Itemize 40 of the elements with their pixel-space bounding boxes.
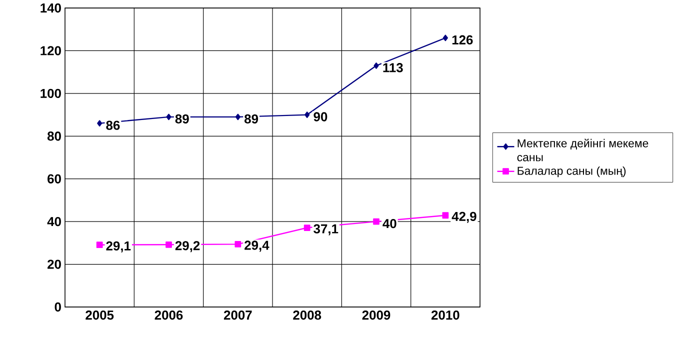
data-label: 29,1 xyxy=(106,241,131,252)
point xyxy=(166,241,172,248)
data-label: 29,2 xyxy=(175,241,200,252)
point xyxy=(373,218,380,225)
point xyxy=(96,242,103,248)
y-tick-label: 40 xyxy=(47,216,61,226)
data-label: 86 xyxy=(106,120,120,130)
point xyxy=(442,34,448,42)
y-tick-label: 20 xyxy=(48,260,61,269)
data-label: 29,4 xyxy=(244,240,270,252)
data-label: 42,9 xyxy=(452,212,476,223)
data-label: 40 xyxy=(382,218,396,228)
y-tick-label: 80 xyxy=(47,132,61,141)
y-tick-label: 120 xyxy=(40,46,61,56)
data-label: 89 xyxy=(244,114,258,124)
data-label: 126 xyxy=(452,35,473,44)
legend-label: Мектепке дейінгі мекеме саны xyxy=(517,138,648,162)
point xyxy=(374,62,379,69)
y-tick-label: 0 xyxy=(54,302,61,312)
x-tick-label: 2010 xyxy=(431,310,460,320)
x-tick-label: 2006 xyxy=(154,310,183,320)
point xyxy=(235,114,240,120)
point xyxy=(304,224,310,231)
data-label: 113 xyxy=(383,63,403,72)
point xyxy=(234,241,242,248)
x-tick-label: 2009 xyxy=(362,310,390,320)
x-tick-label: 2005 xyxy=(86,310,114,320)
data-label: 37,1 xyxy=(314,224,338,236)
legend-label: Балалар саны (мың) xyxy=(518,166,626,178)
y-tick-label: 140 xyxy=(40,3,61,13)
data-label: 89 xyxy=(175,114,189,124)
x-tick-label: 2008 xyxy=(293,310,322,320)
x-tick-label: 2007 xyxy=(224,310,252,320)
y-tick-label: 100 xyxy=(40,88,61,98)
point xyxy=(97,120,102,127)
point xyxy=(442,212,449,219)
data-label: 90 xyxy=(314,112,328,122)
y-tick-label: 60 xyxy=(48,174,61,184)
point xyxy=(304,112,310,118)
point xyxy=(166,114,172,120)
